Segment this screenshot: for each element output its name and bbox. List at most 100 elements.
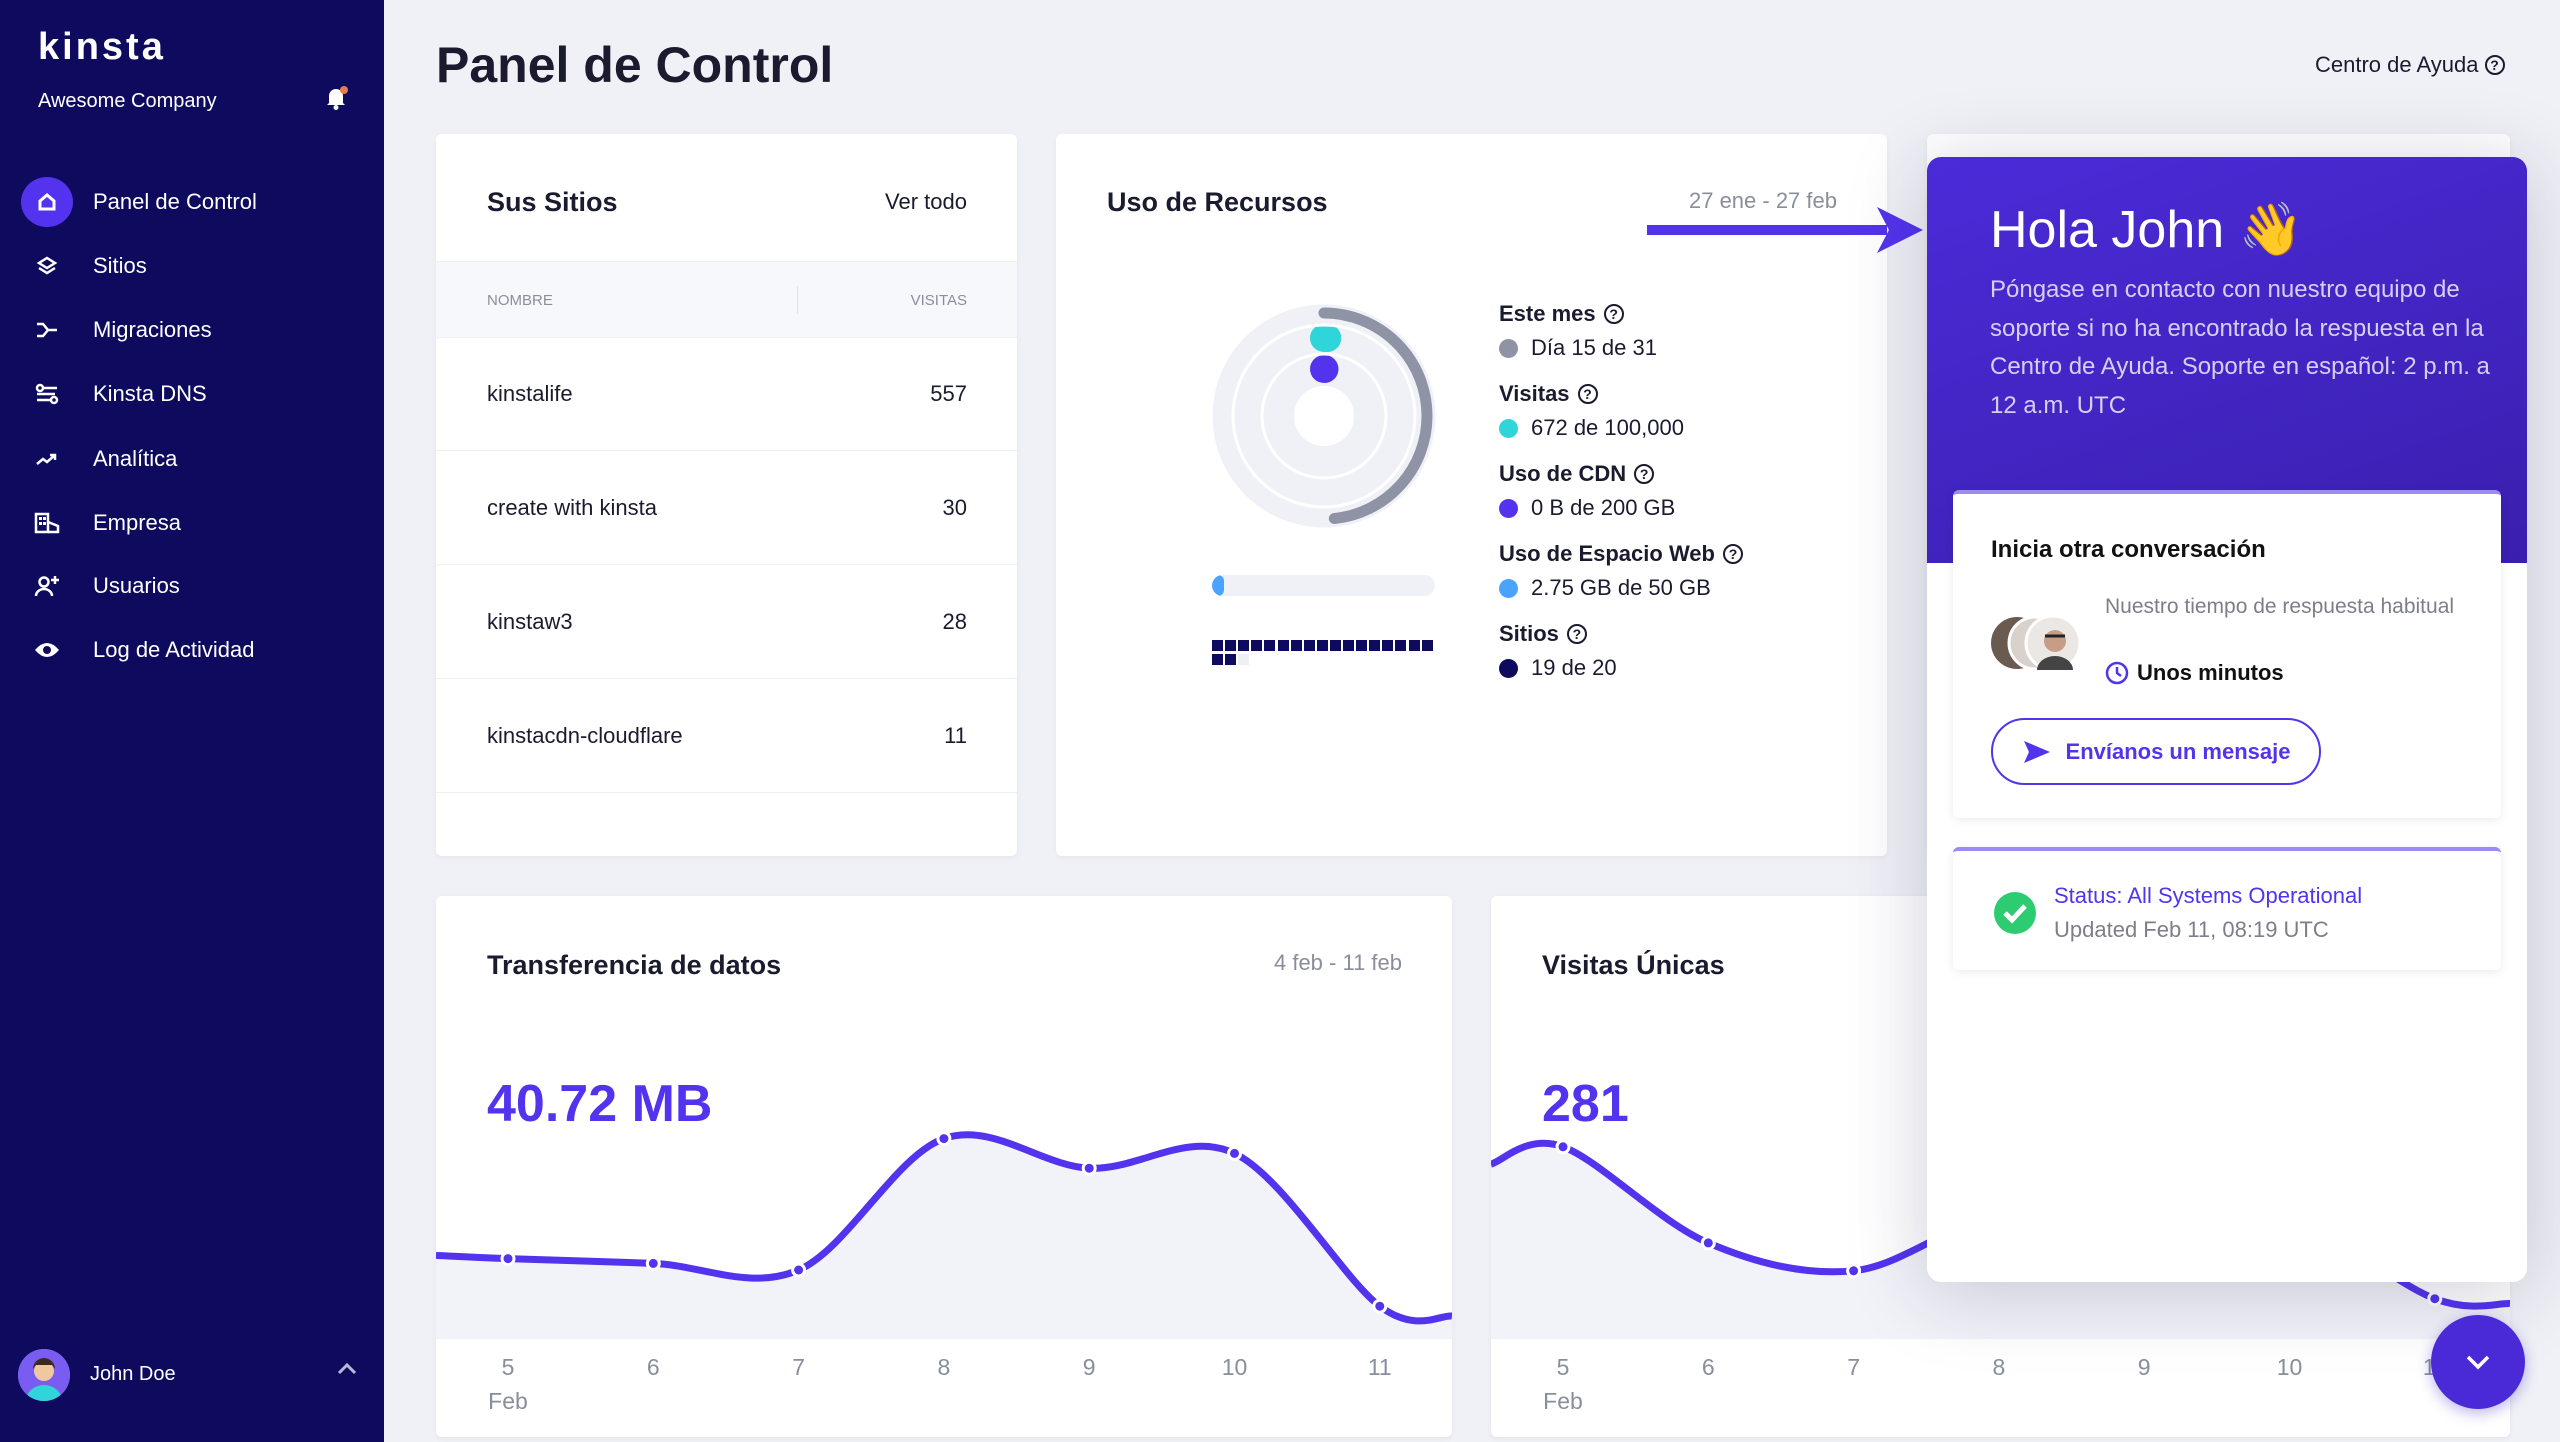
sidebar-item-sitios[interactable]: Sitios	[0, 240, 384, 292]
add-user-icon	[21, 561, 73, 611]
company-name[interactable]: Awesome Company	[38, 90, 217, 112]
resources-card: Uso de Recursos 27 ene - 27 feb Este mes…	[1056, 134, 1887, 856]
help-icon[interactable]: ?	[1634, 464, 1655, 484]
sidebar-item-label: Migraciones	[93, 317, 212, 342]
legend-value-visits: 672 de 100,000	[1499, 415, 1684, 441]
legend-label-sites: Sitios?	[1499, 621, 1587, 647]
site-slot	[1395, 640, 1407, 651]
legend-label-text: Uso de CDN	[1499, 461, 1627, 486]
column-divider	[797, 286, 798, 314]
data-point[interactable]	[645, 1255, 661, 1271]
trend-icon	[21, 434, 73, 484]
x-tick-label: 7	[1847, 1354, 1860, 1380]
column-header-name[interactable]: NOMBRE	[487, 292, 553, 309]
data-point[interactable]	[791, 1262, 807, 1278]
legend-dot	[1499, 418, 1518, 438]
x-tick-label: 8	[1992, 1354, 2006, 1380]
conversation-title: Inicia otra conversación	[1991, 536, 2266, 563]
help-center-link[interactable]: Centro de Ayuda ?	[2315, 52, 2505, 78]
chat-toggle-button[interactable]	[2431, 1315, 2525, 1409]
table-row[interactable]: kinstacdn-cloudflare 11	[436, 680, 1017, 793]
area-fill	[436, 1134, 1452, 1339]
kinsta-logo[interactable]: kinsta	[38, 26, 166, 68]
sidebar-item-empresa[interactable]: Empresa	[0, 497, 384, 549]
chevron-down-icon	[2466, 1355, 2490, 1370]
data-point[interactable]	[500, 1251, 516, 1267]
site-visits: 30	[942, 495, 967, 520]
sites-card: Sus Sitios Ver todo NOMBRE VISITAS kinst…	[436, 134, 1017, 856]
site-slot	[1212, 640, 1223, 651]
sidebar-item-label: Panel de Control	[93, 189, 257, 214]
sidebar-item-label: Analítica	[93, 446, 178, 471]
data-transfer-card: Transferencia de datos 4 feb - 11 feb 40…	[436, 896, 1452, 1437]
site-slot	[1212, 654, 1223, 665]
home-icon	[21, 177, 73, 227]
x-tick-label: 11	[1367, 1354, 1392, 1380]
site-slot	[1316, 640, 1328, 651]
support-team-avatars	[1991, 612, 2091, 674]
data-point[interactable]	[1081, 1160, 1097, 1176]
site-name[interactable]: kinstaw3	[487, 609, 573, 634]
disk-usage-bar	[1212, 575, 1435, 596]
site-name[interactable]: kinstalife	[487, 381, 573, 406]
status-card[interactable]: Status: All Systems Operational Updated …	[1953, 847, 2501, 970]
site-slot	[1329, 640, 1341, 651]
view-all-link[interactable]: Ver todo	[885, 189, 967, 214]
sidebar-item-dns[interactable]: Kinsta DNS	[0, 368, 384, 420]
data-point[interactable]	[1227, 1145, 1242, 1161]
site-slot	[1238, 640, 1250, 651]
sidebar-item-panel[interactable]: Panel de Control	[0, 176, 384, 228]
resource-rings	[1212, 304, 1436, 528]
sidebar-item-log[interactable]: Log de Actividad	[0, 624, 384, 676]
legend-value-text: 19 de 20	[1531, 655, 1617, 680]
x-tick-label: 5	[1556, 1354, 1570, 1380]
column-header-visits[interactable]: VISITAS	[910, 292, 967, 309]
status-text[interactable]: Status: All Systems Operational	[2054, 883, 2363, 908]
data-point[interactable]	[2427, 1291, 2443, 1307]
legend-value-text: 0 B de 200 GB	[1531, 495, 1676, 520]
site-slot	[1251, 640, 1263, 651]
table-row[interactable]: kinstalife 557	[436, 338, 1017, 451]
ring-arc-2	[1263, 355, 1385, 477]
data-point[interactable]	[1372, 1298, 1388, 1314]
help-icon[interactable]: ?	[1577, 384, 1598, 404]
legend-value-text: 672 de 100,000	[1531, 415, 1684, 440]
table-row[interactable]: kinstaw3 28	[436, 566, 1017, 679]
site-slot	[1238, 654, 1250, 665]
site-name[interactable]: kinstacdn-cloudflare	[487, 723, 683, 748]
notification-bell-icon[interactable]	[322, 84, 350, 112]
ring-arc-1	[1232, 324, 1416, 508]
data-point[interactable]	[936, 1131, 952, 1147]
x-tick-label: 9	[1082, 1354, 1096, 1380]
x-tick-label: 10	[1221, 1354, 1248, 1380]
data-point[interactable]	[1555, 1139, 1571, 1155]
help-center-label: Centro de Ayuda	[2315, 52, 2479, 77]
data-point[interactable]	[1700, 1235, 1716, 1251]
x-axis-month: Feb	[488, 1388, 528, 1414]
user-avatar[interactable]	[18, 1349, 70, 1401]
send-message-button[interactable]: Envíanos un mensaje	[1991, 718, 2321, 785]
sidebar-item-label: Kinsta DNS	[93, 381, 207, 406]
sidebar-item-usuarios[interactable]: Usuarios	[0, 560, 384, 612]
legend-label-text: Visitas	[1499, 381, 1570, 406]
table-row[interactable]: create with kinsta 30	[436, 452, 1017, 565]
help-icon[interactable]: ?	[1722, 544, 1743, 564]
resources-date-range[interactable]: 27 ene - 27 feb	[1688, 188, 1837, 213]
sidebar-item-migraciones[interactable]: Migraciones	[0, 304, 384, 356]
sidebar-item-label: Usuarios	[93, 573, 180, 598]
help-icon[interactable]: ?	[1603, 304, 1624, 324]
conversation-card: Inicia otra conversación Nuestro tiempo …	[1953, 490, 2501, 818]
chart-date-range[interactable]: 4 feb - 11 feb	[1273, 950, 1402, 975]
site-name[interactable]: create with kinsta	[487, 495, 657, 520]
help-icon[interactable]: ?	[1566, 624, 1587, 644]
migrate-icon	[21, 305, 73, 355]
chevron-up-icon[interactable]	[336, 1362, 358, 1381]
site-visits: 11	[944, 723, 967, 748]
ring-track	[1260, 352, 1388, 480]
x-tick-label: 8	[937, 1354, 951, 1380]
sidebar-item-analitica[interactable]: Analítica	[0, 433, 384, 485]
x-tick-label: 6	[1701, 1354, 1715, 1380]
site-slot	[1277, 640, 1289, 651]
data-point[interactable]	[1846, 1263, 1862, 1279]
user-name[interactable]: John Doe	[90, 1363, 176, 1385]
